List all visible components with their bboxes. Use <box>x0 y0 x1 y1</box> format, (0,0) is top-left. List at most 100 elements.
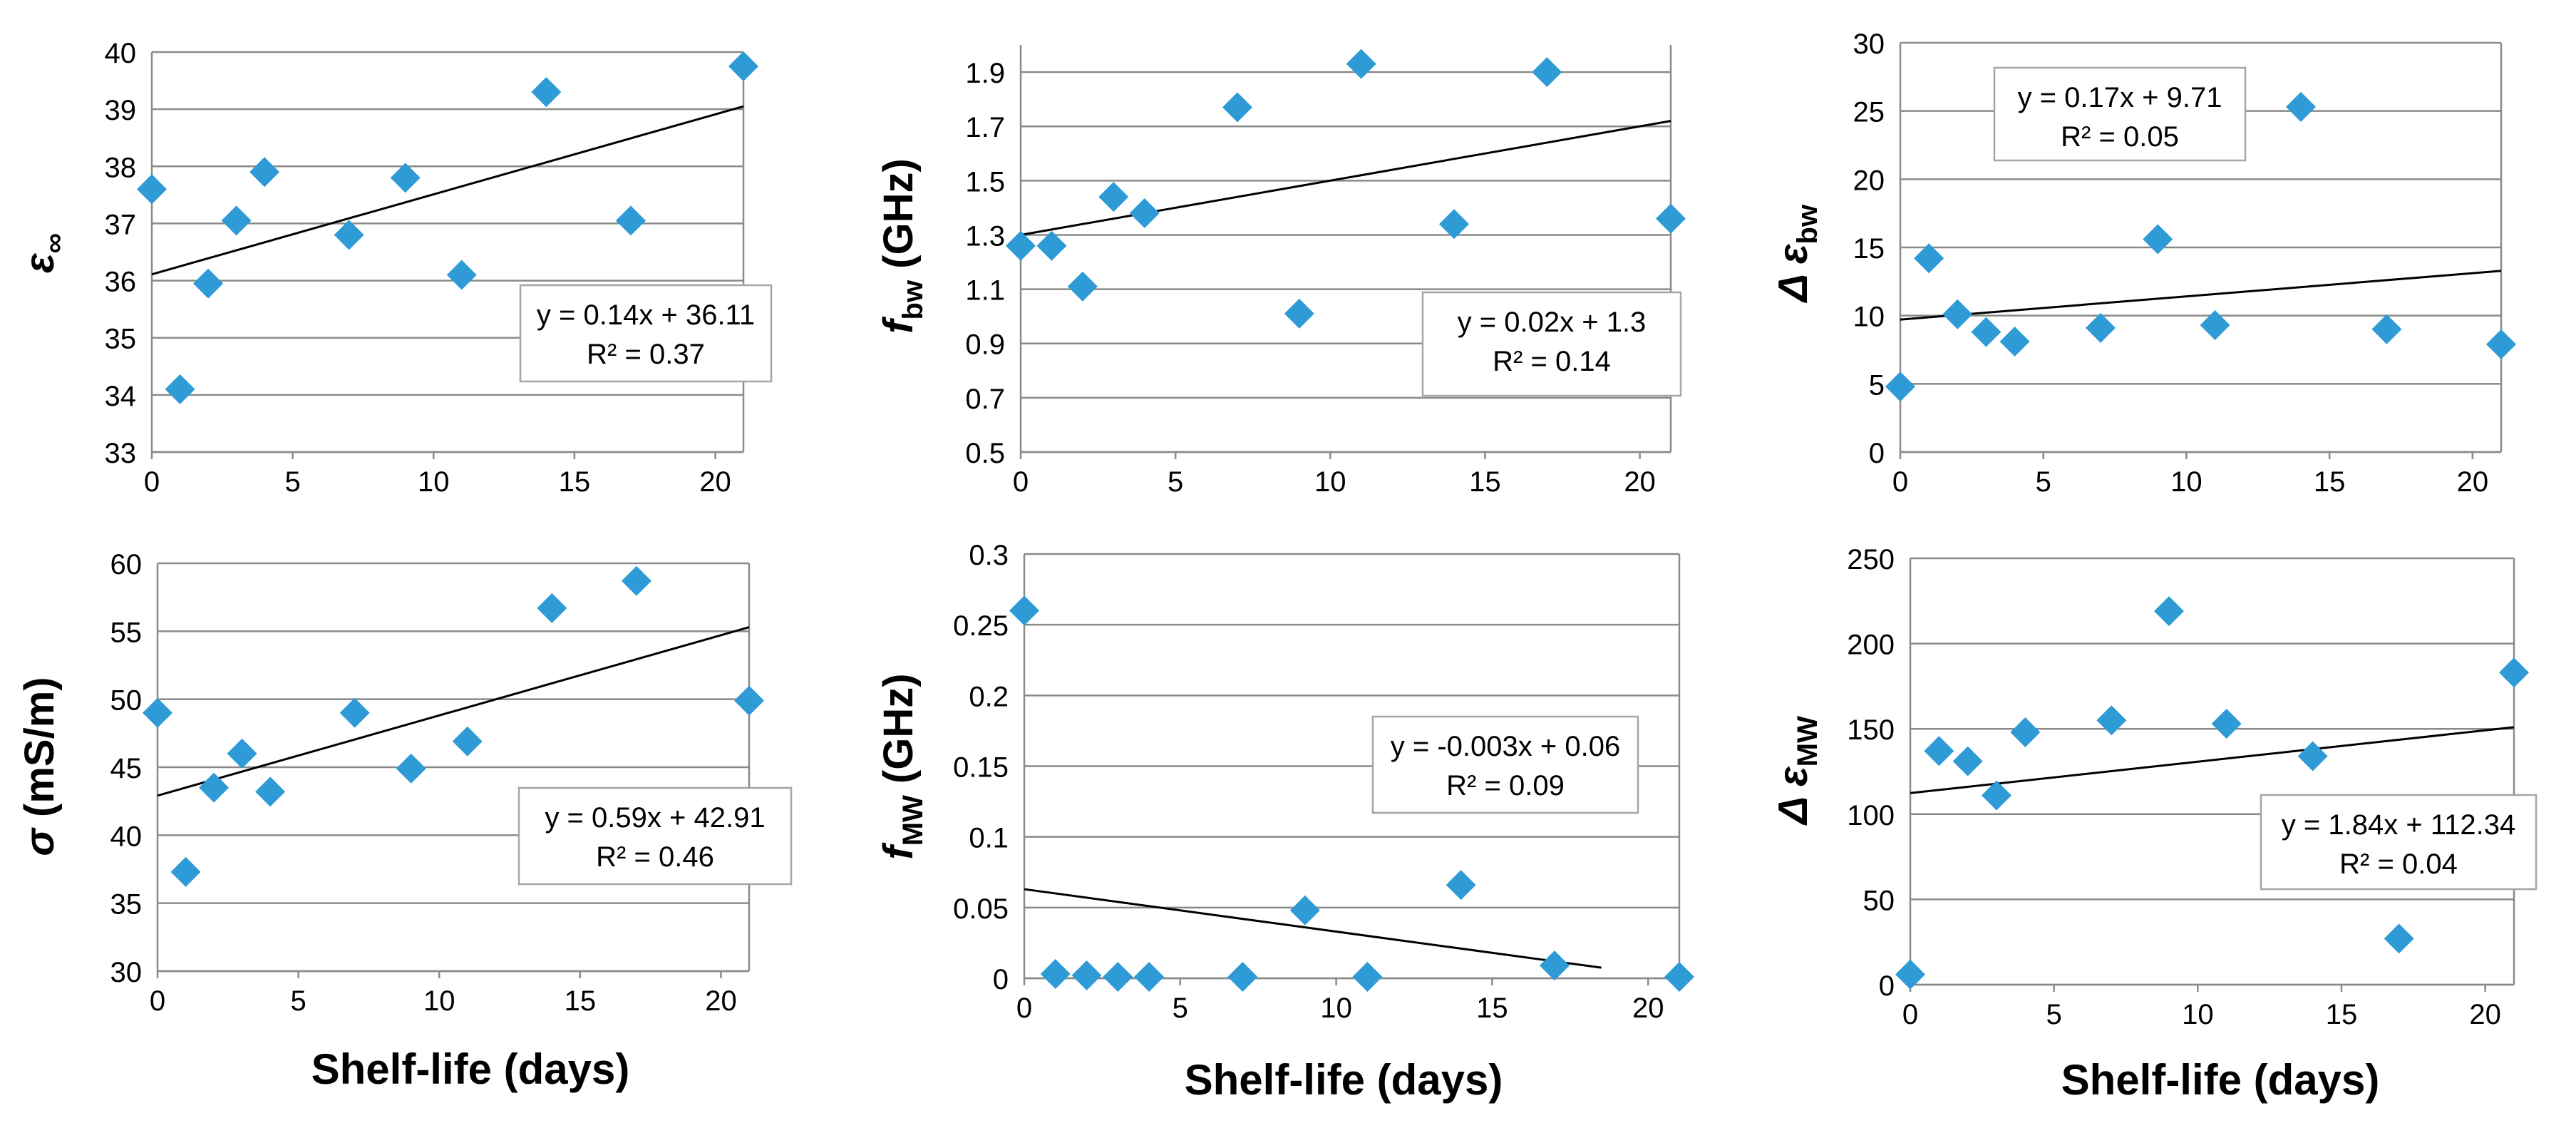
x-axis-title: Shelf-life (days) <box>311 1045 630 1093</box>
data-point <box>1227 962 1258 993</box>
x-tick-label: 5 <box>290 985 306 1017</box>
y-tick-label: 60 <box>110 549 143 580</box>
data-point <box>1129 198 1160 229</box>
x-tick-label: 0 <box>1892 466 1908 498</box>
trend-equation: y = 0.14x + 36.11 <box>537 299 755 331</box>
y-axis-label: ε∞ <box>16 233 70 273</box>
x-tick-label: 20 <box>2457 466 2489 498</box>
y-tick-label: 1.3 <box>965 220 1005 252</box>
y-tick-label: 37 <box>105 209 137 240</box>
y-label-symbol: Δ ε <box>1770 766 1816 826</box>
y-label-unit: (GHz) <box>875 158 922 280</box>
y-tick-label: 0 <box>1869 438 1885 469</box>
data-point <box>1346 48 1376 79</box>
x-tick-label: 10 <box>1320 993 1352 1024</box>
y-label-subscript: bw <box>897 280 929 319</box>
trend-equation: y = 0.59x + 42.91 <box>545 802 765 834</box>
y-tick-label: 1.7 <box>965 112 1005 143</box>
r-squared: R² = 0.04 <box>2339 849 2458 880</box>
y-tick-label: 0.3 <box>969 540 1009 571</box>
x-tick-label: 20 <box>699 466 731 498</box>
y-tick-label: 40 <box>105 38 137 69</box>
chart-panel-6: 0 50 100 150 200 250 0 5 10 15 20 y = 1.84x + 112.3… <box>1770 544 2538 1030</box>
x-tick-label: 0 <box>144 466 160 498</box>
data-point <box>1289 895 1320 926</box>
data-point <box>728 51 758 82</box>
data-point <box>1539 950 1570 981</box>
data-point <box>1439 209 1469 240</box>
data-point <box>1664 962 1694 993</box>
data-point <box>1656 203 1686 234</box>
y-tick-label: 35 <box>110 889 143 921</box>
x-tick-label: 20 <box>1632 993 1664 1024</box>
y-tick-label: 0.5 <box>965 438 1005 469</box>
y-label-symbol: Δ ε <box>1770 243 1816 303</box>
x-tick-label: 10 <box>418 466 450 498</box>
x-tick-label: 5 <box>2046 999 2062 1030</box>
y-label-subscript: MW <box>1792 716 1823 767</box>
data-point <box>446 260 477 290</box>
data-point <box>2499 657 2529 688</box>
x-tick-label: 10 <box>1314 466 1346 498</box>
data-point <box>531 77 562 108</box>
y-label-symbol: ε <box>16 252 63 273</box>
data-point <box>2286 91 2316 122</box>
x-tick-label: 10 <box>423 985 455 1017</box>
y-axis-label: fbw (GHz) <box>875 158 929 334</box>
data-point <box>621 565 651 596</box>
y-tick-label: 20 <box>1853 165 1885 196</box>
x-axis-title: Shelf-life (days) <box>1185 1056 1503 1104</box>
y-tick-label: 0.1 <box>969 823 1009 854</box>
y-tick-label: 38 <box>105 152 137 183</box>
y-tick-label: 0.05 <box>953 893 1009 925</box>
data-point <box>1067 271 1098 302</box>
y-axis-label: Δ εbw <box>1770 204 1823 303</box>
data-point <box>1982 780 2011 811</box>
equation-box <box>1371 715 1639 814</box>
trendline <box>1020 120 1671 236</box>
data-point <box>1040 959 1071 990</box>
data-point <box>2086 312 2116 343</box>
x-tick-label: 5 <box>1173 993 1188 1024</box>
x-tick-label: 20 <box>2469 999 2501 1030</box>
data-point <box>221 205 252 236</box>
y-tick-label: 40 <box>110 821 143 852</box>
y-label-subscript: MW <box>897 795 929 846</box>
y-tick-label: 0 <box>1879 970 1895 1002</box>
r-squared: R² = 0.37 <box>587 339 705 370</box>
trendline <box>1910 726 2515 794</box>
x-tick-label: 15 <box>2314 466 2346 498</box>
y-label-symbol: σ <box>16 827 63 856</box>
data-point <box>334 220 364 250</box>
data-point <box>1895 959 1925 990</box>
data-point <box>2384 923 2414 954</box>
y-label-subscript: ∞ <box>38 233 70 254</box>
trendline <box>157 626 750 797</box>
data-point <box>170 856 201 887</box>
data-point <box>1952 746 1983 776</box>
trend-equation: y = 0.17x + 9.71 <box>2018 82 2222 113</box>
chart-panel-5: 0 0.05 0.1 0.15 0.2 0.25 0.3 0 5 10 15 20 y = -0.003… <box>875 540 1694 1024</box>
y-tick-label: 50 <box>110 685 143 717</box>
y-tick-label: 34 <box>105 381 137 412</box>
y-tick-label: 200 <box>1847 630 1895 661</box>
chart-panel-4: 30 35 40 45 50 55 60 0 5 10 15 20 y = 0.59x + 42.91 R… <box>16 549 793 1017</box>
trend-equation: y = -0.003x + 0.06 <box>1391 731 1620 762</box>
trendline <box>1900 270 2502 321</box>
r-squared: R² = 0.09 <box>1446 770 1565 801</box>
data-point <box>2010 717 2041 747</box>
data-point <box>165 374 195 404</box>
chart-panel-3: 0 5 10 15 20 25 30 0 5 10 15 20 y = 0.17x + 9.71 R² =… <box>1770 29 2516 498</box>
data-point <box>339 697 370 728</box>
y-tick-label: 0.7 <box>965 384 1005 415</box>
equation-box <box>2260 794 2538 891</box>
r-squared: R² = 0.05 <box>2061 121 2179 153</box>
data-point <box>1942 299 1973 329</box>
x-tick-label: 15 <box>1476 993 1508 1024</box>
data-point <box>1222 92 1252 123</box>
y-tick-label: 100 <box>1847 800 1895 831</box>
y-axis-label: fMW (GHz) <box>875 673 929 859</box>
data-point <box>396 753 426 784</box>
data-point <box>193 268 224 299</box>
